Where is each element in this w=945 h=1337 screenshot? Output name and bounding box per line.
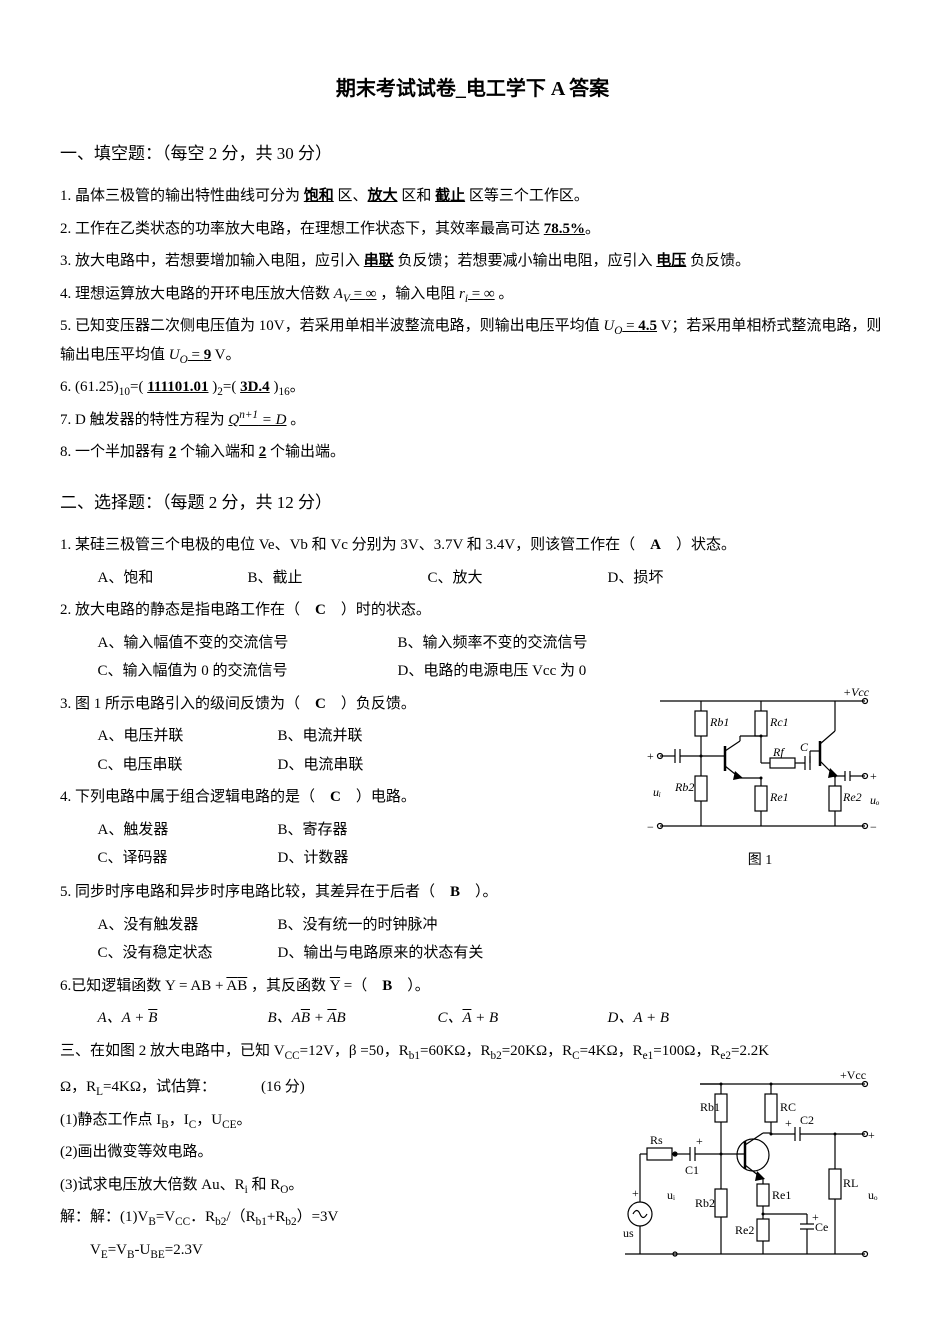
svg-text:Re2: Re2 bbox=[735, 1223, 754, 1237]
q2-5: 5. 同步时序电路和异步时序电路比较，其差异在于后者（ B ）。 bbox=[60, 878, 885, 907]
svg-text:C1: C1 bbox=[685, 1163, 699, 1177]
q2-3: 3. 图 1 所示电路引入的级间反馈为（ C ）负反馈。 bbox=[60, 690, 625, 719]
sec3-line2: Ω，RL=4KΩ，试估算： (16 分) bbox=[60, 1073, 595, 1102]
figure-1-caption: 图 1 bbox=[635, 848, 885, 875]
svg-text:uₒ: uₒ bbox=[868, 1188, 878, 1202]
q1-2: 2. 工作在乙类状态的功率放大电路，在理想工作状态下，其效率最高可达 78.5%… bbox=[60, 215, 885, 244]
svg-text:+: + bbox=[696, 1134, 703, 1148]
sec3-sol1: 解：解：(1)VB=VCC．Rb2/（Rb1+Rb2）=3V bbox=[60, 1203, 595, 1232]
svg-text:RL: RL bbox=[843, 1176, 858, 1190]
q1-7: 7. D 触发器的特性方程为 Qn+1 = D 。 bbox=[60, 406, 885, 435]
section-2-heading: 二、选择题：（每题 2 分，共 12 分） bbox=[60, 487, 885, 519]
q2-6: 6.已知逻辑函数 Y = AB + AB ，其反函数 Y =（ B ）。 bbox=[60, 972, 885, 1001]
q1-8: 8. 一个半加器有 2 个输入端和 2 个输出端。 bbox=[60, 438, 885, 467]
q2-4-options: A、触发器B、寄存器 C、译码器D、计数器 bbox=[98, 816, 626, 873]
svg-text:C2: C2 bbox=[800, 1113, 814, 1127]
q2-1-options: A、饱和 B、截止 C、放大 D、损坏 bbox=[98, 564, 886, 593]
figure-1: Rb1 Rc1 Rb2 Re1 Rf C bbox=[635, 686, 885, 875]
svg-text:Re1: Re1 bbox=[772, 1188, 791, 1202]
svg-text:Rc1: Rc1 bbox=[769, 715, 789, 729]
svg-text:Rf: Rf bbox=[772, 745, 785, 759]
svg-text:+: + bbox=[632, 1186, 639, 1200]
svg-text:+: + bbox=[812, 1210, 819, 1224]
q2-4: 4. 下列电路中属于组合逻辑电路的是（ C ）电路。 bbox=[60, 783, 625, 812]
svg-text:Rb1: Rb1 bbox=[709, 715, 729, 729]
sec3-sol2: VE=VB-UBE=2.3V bbox=[90, 1236, 595, 1265]
svg-text:RC: RC bbox=[780, 1100, 796, 1114]
q2-3-options: A、电压并联B、电流并联 C、电压串联D、电流串联 bbox=[98, 722, 626, 779]
svg-text:C: C bbox=[800, 740, 809, 754]
svg-text:Rs: Rs bbox=[650, 1133, 663, 1147]
q1-1: 1. 晶体三极管的输出特性曲线可分为 饱和 区、放大 区和 截止 区等三个工作区… bbox=[60, 182, 885, 211]
svg-text:us: us bbox=[623, 1226, 634, 1240]
q1-3: 3. 放大电路中，若想要增加输入电阻，应引入 串联 负反馈；若想要减小输出电阻，… bbox=[60, 247, 885, 276]
svg-text:+: + bbox=[870, 769, 877, 783]
q1-4: 4. 理想运算放大电路的开环电压放大倍数 AV = ∞ ，输入电阻 ri = ∞… bbox=[60, 280, 885, 309]
sec3-p2: (2)画出微变等效电路。 bbox=[60, 1138, 595, 1167]
q1-6: 6. (61.25)10=( 111101.01 )2=( 3D.4 )16。 bbox=[60, 373, 885, 402]
q2-5-options: A、没有触发器B、没有统一的时钟脉冲 C、没有稳定状态D、输出与电路原来的状态有… bbox=[98, 911, 886, 968]
section-1-heading: 一、填空题：（每空 2 分，共 30 分） bbox=[60, 138, 885, 170]
q2-2-options: A、输入幅值不变的交流信号B、输入频率不变的交流信号 C、输入幅值为 0 的交流… bbox=[98, 629, 886, 686]
svg-text:+: + bbox=[868, 1128, 875, 1142]
section-3-heading: 三、在如图 2 放大电路中，已知 VCC=12V，β =50，Rb1=60KΩ，… bbox=[60, 1037, 885, 1066]
svg-text:uₒ: uₒ bbox=[870, 793, 880, 807]
svg-text:−: − bbox=[870, 820, 877, 834]
svg-text:uᵢ: uᵢ bbox=[667, 1188, 675, 1202]
svg-text:Rb1: Rb1 bbox=[700, 1100, 720, 1114]
q1-5: 5. 已知变压器二次侧电压值为 10V，若采用单相半波整流电路，则输出电压平均值… bbox=[60, 312, 885, 369]
q2-2: 2. 放大电路的静态是指电路工作在（ C ）时的状态。 bbox=[60, 596, 885, 625]
svg-text:Re1: Re1 bbox=[769, 790, 789, 804]
svg-text:+Vcc: +Vcc bbox=[840, 1069, 866, 1082]
svg-text:+: + bbox=[647, 749, 654, 763]
svg-text:−: − bbox=[647, 820, 654, 834]
q2-6-options: A、A + B B、AB + AB C、A + B D、A + B bbox=[98, 1004, 886, 1033]
svg-text:Rb2: Rb2 bbox=[674, 780, 694, 794]
figure-2: +Vcc Rb1 RC C1 + Rs bbox=[605, 1069, 885, 1269]
q2-1: 1. 某硅三极管三个电极的电位 Ve、Vb 和 Vc 分别为 3V、3.7V 和… bbox=[60, 531, 885, 560]
sec3-p1: (1)静态工作点 IB，IC，UCE。 bbox=[60, 1106, 595, 1135]
page-title: 期末考试试卷_电工学下 A 答案 bbox=[60, 70, 885, 108]
sec3-p3: (3)试求电压放大倍数 Au、Ri 和 RO。 bbox=[60, 1171, 595, 1200]
svg-text:+: + bbox=[785, 1116, 792, 1130]
svg-text:Rb2: Rb2 bbox=[695, 1196, 715, 1210]
svg-text:+Vcc: +Vcc bbox=[843, 686, 870, 699]
svg-text:Re2: Re2 bbox=[842, 790, 862, 804]
svg-text:uᵢ: uᵢ bbox=[653, 785, 661, 799]
